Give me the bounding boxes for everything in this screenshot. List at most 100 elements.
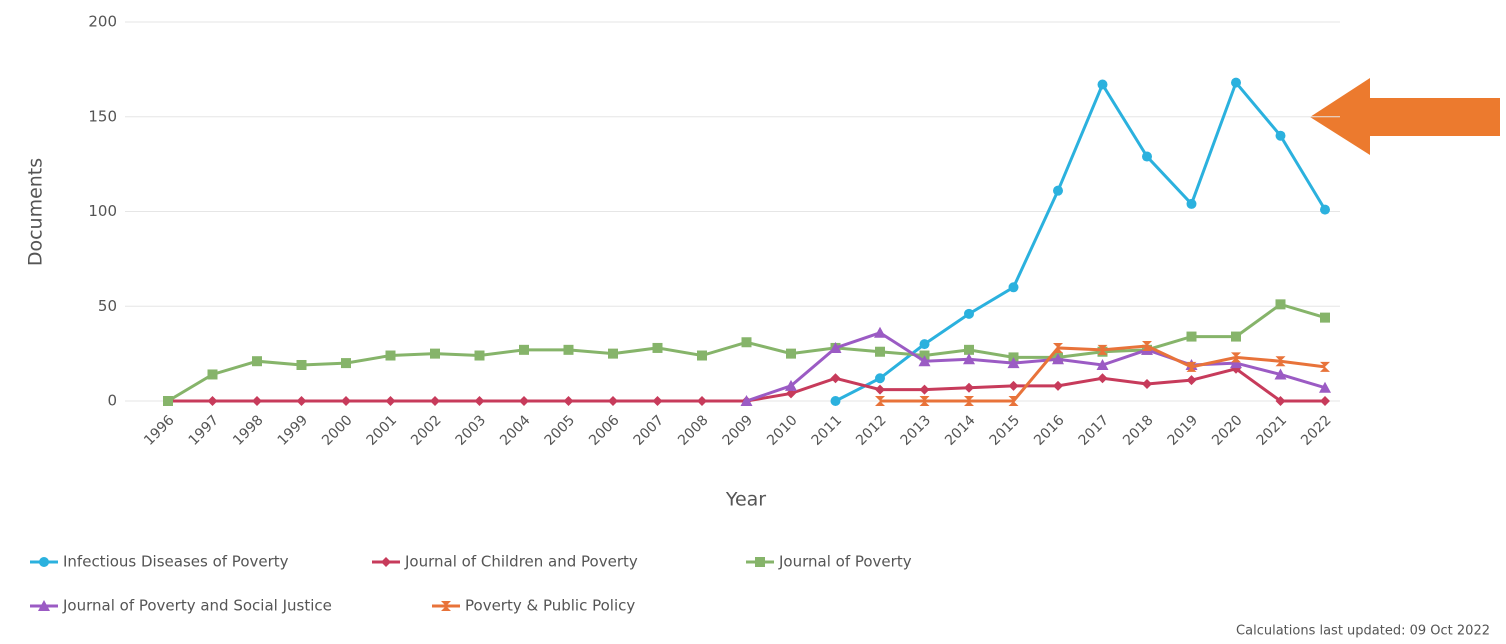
marker	[207, 369, 218, 380]
legend-item: Infectious Diseases of Poverty	[30, 553, 289, 571]
marker	[964, 382, 974, 393]
legend-item: Poverty & Public Policy	[432, 597, 635, 615]
marker	[697, 350, 707, 361]
marker	[875, 346, 885, 357]
x-tick-label: 2002	[408, 412, 445, 449]
marker	[1231, 77, 1241, 88]
x-tick-label: 2004	[497, 412, 534, 449]
marker	[608, 396, 618, 406]
marker	[1053, 380, 1063, 391]
marker	[652, 396, 663, 406]
marker	[1320, 361, 1330, 372]
marker	[385, 396, 396, 406]
marker	[1097, 79, 1108, 90]
legend-label: Journal of Children and Poverty	[404, 553, 638, 571]
marker	[1142, 378, 1152, 389]
series	[830, 77, 1330, 406]
marker	[830, 396, 841, 406]
legend-item: Journal of Poverty and Social Justice	[30, 597, 332, 615]
marker	[1053, 185, 1063, 196]
legend-label: Journal of Poverty and Social Justice	[62, 597, 332, 615]
marker	[786, 348, 796, 359]
marker	[1320, 396, 1330, 406]
x-tick-label: 2003	[453, 412, 490, 449]
x-tick-label: 2018	[1120, 412, 1157, 449]
marker	[740, 395, 753, 406]
marker	[1319, 381, 1331, 393]
legend-marker	[38, 600, 50, 611]
marker	[385, 350, 396, 361]
marker	[964, 344, 974, 355]
x-axis-label: Year	[725, 489, 766, 511]
y-axis-label: Documents	[25, 158, 47, 266]
marker	[474, 350, 485, 361]
marker	[296, 396, 307, 406]
marker	[875, 373, 885, 384]
x-tick-label: 2011	[809, 412, 846, 449]
legend-marker	[755, 557, 765, 567]
marker	[1320, 312, 1330, 323]
x-tick-label: 1997	[186, 412, 223, 449]
marker	[919, 339, 930, 350]
footnote: Calculations last updated: 09 Oct 2022	[1236, 624, 1490, 639]
marker	[874, 326, 886, 338]
marker	[163, 396, 173, 406]
marker	[474, 396, 485, 406]
marker	[1275, 396, 1286, 406]
marker	[1275, 299, 1286, 310]
marker	[1097, 373, 1108, 384]
y-tick-label: 100	[88, 202, 117, 220]
series-line	[746, 331, 1326, 403]
marker	[652, 342, 663, 353]
legend-label: Journal of Poverty	[778, 553, 912, 571]
marker	[1052, 353, 1064, 365]
x-tick-label: 2020	[1209, 412, 1246, 449]
x-tick-label: 1999	[275, 412, 312, 449]
marker	[830, 373, 841, 384]
legend-marker	[441, 601, 451, 611]
legend-marker	[381, 557, 391, 567]
marker	[296, 359, 307, 370]
legend-marker	[39, 557, 49, 567]
marker	[1053, 342, 1063, 353]
marker	[1186, 361, 1197, 372]
marker	[785, 379, 797, 391]
marker	[252, 396, 262, 406]
marker	[563, 344, 574, 355]
marker	[1320, 204, 1330, 215]
y-tick-label: 50	[98, 297, 117, 315]
y-tick-label: 0	[107, 392, 117, 410]
marker	[741, 337, 752, 348]
arrow-annotation	[1310, 78, 1500, 155]
marker	[697, 396, 707, 406]
marker	[829, 341, 842, 353]
marker	[1142, 151, 1152, 162]
marker	[341, 396, 351, 406]
marker	[430, 396, 440, 406]
x-tick-label: 2007	[631, 412, 668, 449]
legend-label: Poverty & Public Policy	[465, 597, 635, 615]
x-tick-label: 2005	[542, 412, 579, 449]
marker	[1096, 358, 1109, 370]
marker	[1008, 380, 1019, 391]
x-tick-label: 2012	[853, 412, 890, 449]
marker	[964, 396, 974, 406]
marker	[1186, 331, 1197, 342]
x-tick-label: 2009	[720, 412, 757, 449]
marker	[1007, 357, 1020, 369]
marker	[1275, 356, 1286, 367]
marker	[1231, 352, 1241, 363]
marker	[1186, 375, 1197, 386]
marker	[563, 396, 574, 406]
y-tick-label: 150	[88, 107, 117, 125]
marker	[919, 384, 930, 395]
marker	[964, 308, 974, 319]
marker	[875, 396, 885, 406]
series	[740, 326, 1331, 406]
marker	[875, 384, 885, 395]
marker	[786, 388, 796, 399]
x-tick-label: 2006	[586, 412, 623, 449]
marker	[519, 396, 529, 406]
marker	[918, 355, 931, 367]
marker	[1008, 282, 1019, 293]
